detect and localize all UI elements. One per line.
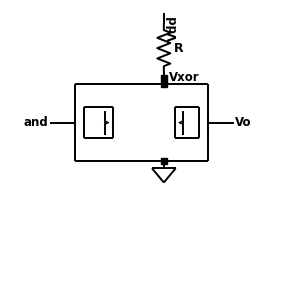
Text: R: R [174,42,184,55]
Text: and: and [24,116,48,129]
Text: Vxor: Vxor [169,71,200,84]
Text: Vo: Vo [235,116,252,129]
Text: Vdd: Vdd [167,15,180,41]
